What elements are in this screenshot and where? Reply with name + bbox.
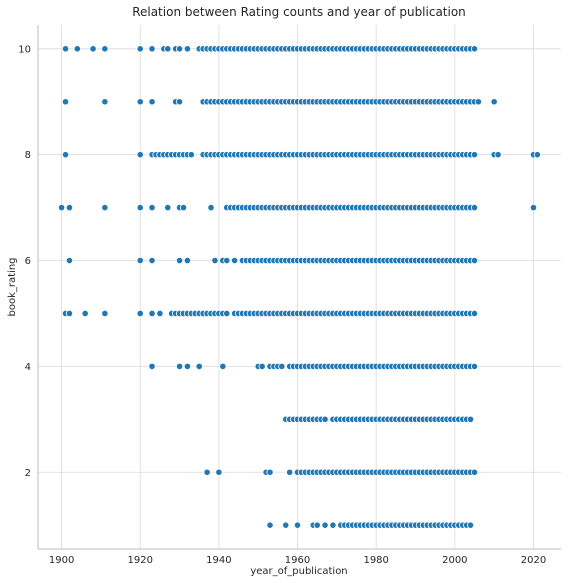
data-point bbox=[470, 204, 479, 212]
data-point bbox=[282, 521, 290, 529]
x-tick-label: 1980 bbox=[363, 555, 388, 566]
data-point bbox=[136, 45, 144, 53]
data-point bbox=[61, 98, 70, 106]
data-point bbox=[187, 151, 195, 159]
x-axis-label: year_of_publication bbox=[250, 566, 347, 577]
data-point bbox=[470, 309, 479, 318]
data-point bbox=[266, 468, 274, 476]
data-point bbox=[183, 45, 192, 53]
data-point bbox=[148, 204, 156, 212]
data-point bbox=[183, 362, 192, 370]
y-tick-label: 2 bbox=[25, 468, 31, 479]
data-point bbox=[61, 45, 70, 53]
data-point bbox=[65, 256, 74, 265]
y-tick-label: 8 bbox=[25, 150, 31, 161]
data-point bbox=[219, 362, 227, 370]
data-point bbox=[211, 256, 219, 265]
data-point bbox=[65, 204, 74, 212]
data-point bbox=[466, 415, 475, 423]
data-point bbox=[136, 151, 144, 159]
data-point bbox=[533, 151, 542, 159]
data-point bbox=[215, 468, 223, 476]
data-point bbox=[466, 521, 475, 529]
data-point bbox=[195, 362, 203, 370]
data-point bbox=[175, 362, 184, 370]
axes-spines bbox=[37, 25, 561, 550]
data-point bbox=[175, 256, 184, 265]
data-point bbox=[293, 521, 302, 529]
data-point bbox=[321, 521, 329, 529]
data-point bbox=[164, 45, 172, 53]
data-point bbox=[136, 204, 144, 212]
x-tick-label: 1940 bbox=[206, 555, 231, 566]
data-point bbox=[65, 309, 74, 318]
data-point bbox=[474, 98, 483, 106]
data-point bbox=[490, 98, 498, 106]
y-tick-label: 10 bbox=[18, 44, 31, 55]
x-tick-label: 1920 bbox=[128, 555, 153, 566]
data-point bbox=[101, 309, 109, 318]
data-point bbox=[494, 151, 502, 159]
data-point bbox=[278, 362, 286, 370]
data-point bbox=[470, 151, 479, 159]
chart-title: Relation between Rating counts and year … bbox=[132, 5, 466, 19]
data-point bbox=[164, 204, 172, 212]
data-point bbox=[81, 309, 89, 318]
data-point bbox=[148, 98, 156, 106]
data-point bbox=[470, 256, 479, 265]
data-point bbox=[101, 98, 109, 106]
y-tick-label: 6 bbox=[25, 256, 31, 267]
data-point bbox=[175, 45, 184, 53]
data-point bbox=[136, 256, 144, 265]
data-point bbox=[231, 256, 239, 265]
data-point bbox=[148, 256, 156, 265]
data-point bbox=[266, 521, 274, 529]
data-point bbox=[207, 204, 215, 212]
data-point bbox=[101, 204, 109, 212]
data-point bbox=[156, 309, 164, 318]
data-point bbox=[57, 204, 66, 212]
data-point bbox=[175, 98, 184, 106]
y-tick-label: 4 bbox=[25, 362, 31, 373]
data-point bbox=[223, 309, 231, 318]
data-point bbox=[470, 45, 479, 53]
data-point bbox=[286, 468, 294, 476]
data-point bbox=[258, 362, 266, 370]
data-point bbox=[89, 45, 97, 53]
data-point bbox=[470, 468, 479, 476]
data-point bbox=[203, 468, 211, 476]
data-point bbox=[148, 362, 156, 370]
data-point bbox=[329, 521, 337, 529]
x-tick-label: 1900 bbox=[49, 555, 74, 566]
data-point bbox=[470, 362, 479, 370]
data-point bbox=[183, 256, 192, 265]
x-tick-label: 2000 bbox=[442, 555, 467, 566]
data-point bbox=[136, 309, 144, 318]
x-tick-label: 2020 bbox=[521, 555, 546, 566]
data-point bbox=[148, 45, 156, 53]
data-point bbox=[313, 521, 321, 529]
data-point bbox=[321, 415, 329, 423]
data-point bbox=[136, 98, 144, 106]
data-point bbox=[61, 151, 70, 159]
data-point bbox=[179, 204, 188, 212]
tick-labels: 1900 1920 1940 1960 1980 2000 2020 2 4 6 8 10 bbox=[18, 44, 546, 566]
data-point bbox=[148, 309, 156, 318]
x-tick-label: 1960 bbox=[285, 555, 310, 566]
data-point bbox=[73, 45, 81, 53]
data-point bbox=[101, 45, 109, 53]
y-axis-label: book_rating bbox=[7, 258, 18, 317]
data-point bbox=[529, 204, 538, 212]
data-points bbox=[57, 45, 542, 529]
data-point bbox=[223, 256, 231, 265]
